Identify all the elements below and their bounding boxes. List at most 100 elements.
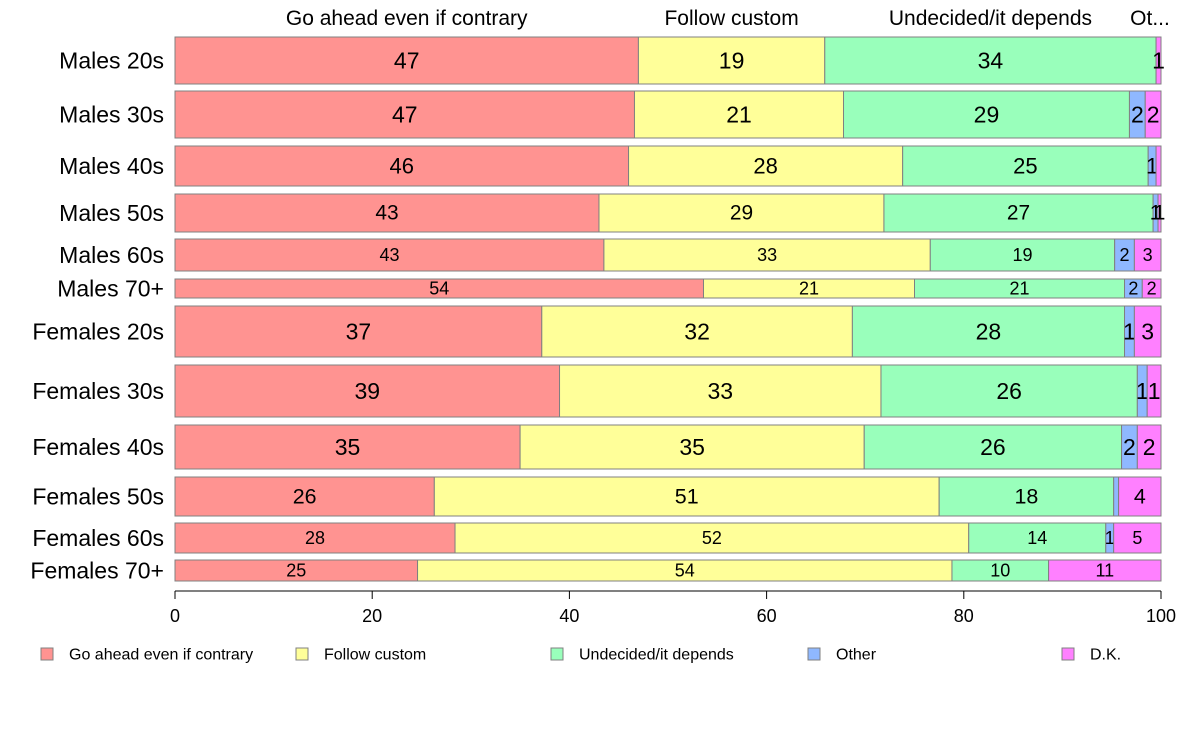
bar-segment-go-ahead-even-if-contrary bbox=[174, 36, 639, 85]
category-label: Males 50s bbox=[59, 200, 164, 226]
data-label: 2 bbox=[1143, 434, 1156, 460]
bar-segment-other bbox=[1113, 476, 1120, 517]
category-label: Females 30s bbox=[32, 378, 164, 404]
bar-segment-d-k bbox=[1141, 278, 1162, 299]
bar-segment-follow-custom bbox=[433, 476, 940, 517]
bar-segment-undecided-it-depends bbox=[880, 364, 1138, 418]
bar-segment-d-k bbox=[1118, 476, 1162, 517]
data-label: 3 bbox=[1141, 319, 1154, 345]
bar-segment-follow-custom bbox=[628, 145, 904, 187]
bar-segment-d-k bbox=[1113, 522, 1162, 554]
bar-segment-undecided-it-depends bbox=[863, 424, 1123, 470]
bar-segment-undecided-it-depends bbox=[851, 305, 1126, 358]
bar-segment-go-ahead-even-if-contrary bbox=[174, 522, 456, 554]
data-label: 5 bbox=[1132, 528, 1142, 548]
data-label: 33 bbox=[707, 378, 733, 404]
data-label: 39 bbox=[354, 378, 380, 404]
bar-segment-follow-custom bbox=[598, 193, 885, 233]
legend-swatch-undecided-it-depends bbox=[550, 647, 564, 661]
legend-swatch-follow-custom bbox=[295, 647, 309, 661]
category-label: Males 30s bbox=[59, 102, 164, 128]
category-label: Males 60s bbox=[59, 242, 164, 268]
bar-segment-follow-custom bbox=[637, 36, 826, 85]
data-label: 47 bbox=[394, 48, 420, 74]
data-label: 14 bbox=[1027, 528, 1047, 548]
data-label: 26 bbox=[980, 434, 1006, 460]
column-header: Follow custom bbox=[664, 7, 798, 30]
data-label: 46 bbox=[390, 154, 414, 179]
data-label: 2 bbox=[1147, 102, 1160, 128]
category-label: Females 40s bbox=[32, 434, 164, 460]
data-label: 4 bbox=[1134, 485, 1146, 509]
x-tick-label: 20 bbox=[362, 606, 382, 626]
data-label: 34 bbox=[978, 48, 1004, 74]
bar-segment-go-ahead-even-if-contrary bbox=[174, 305, 543, 358]
bar-segment-undecided-it-depends bbox=[824, 36, 1157, 85]
data-label: 52 bbox=[702, 528, 722, 548]
data-label: 29 bbox=[974, 102, 1000, 128]
legend-label: Follow custom bbox=[324, 647, 426, 664]
x-tick-label: 80 bbox=[954, 606, 974, 626]
data-label: 25 bbox=[286, 561, 306, 581]
data-label: 1 bbox=[1152, 48, 1165, 74]
category-label: Males 70+ bbox=[57, 276, 164, 302]
data-label: 27 bbox=[1007, 202, 1030, 225]
bar-segment-follow-custom bbox=[454, 522, 970, 554]
bar-segment-follow-custom bbox=[559, 364, 882, 418]
data-label: 2 bbox=[1147, 279, 1157, 299]
column-header: Ot... bbox=[1130, 7, 1170, 30]
bar-segment-d-k bbox=[1048, 559, 1162, 582]
bar-segment-undecided-it-depends bbox=[929, 238, 1116, 272]
data-label: 32 bbox=[684, 319, 710, 345]
column-headers: Go ahead even if contrary Follow custom Un… bbox=[286, 7, 1170, 30]
data-label: 1 bbox=[1136, 378, 1149, 404]
data-label: 28 bbox=[305, 528, 325, 548]
data-label: 35 bbox=[335, 434, 361, 460]
category-label: Males 20s bbox=[59, 48, 164, 74]
data-label: 1 bbox=[1150, 202, 1162, 225]
x-axis: 0 20 40 60 80 100 bbox=[170, 590, 1176, 626]
data-label: 1 bbox=[1146, 154, 1158, 179]
bar-segment-d-k bbox=[1144, 90, 1162, 139]
data-label: 10 bbox=[990, 561, 1010, 581]
column-header: Go ahead even if contrary bbox=[286, 7, 528, 30]
data-label: 51 bbox=[675, 485, 699, 509]
column-header: Undecided/it depends bbox=[889, 7, 1092, 30]
data-label: 21 bbox=[726, 102, 752, 128]
bar-segment-d-k bbox=[1155, 36, 1162, 85]
data-label: 1 bbox=[1123, 319, 1136, 345]
data-label: 2 bbox=[1128, 279, 1138, 299]
bar-segment-d-k bbox=[1155, 145, 1162, 187]
data-label: 19 bbox=[1012, 245, 1032, 265]
data-label: 33 bbox=[757, 245, 777, 265]
legend-label: Other bbox=[836, 647, 877, 664]
data-label: 35 bbox=[679, 434, 705, 460]
data-label: 1 bbox=[1148, 378, 1161, 404]
data-label: 21 bbox=[799, 279, 819, 299]
data-label: 2 bbox=[1120, 245, 1130, 265]
data-label: 11 bbox=[1095, 561, 1114, 581]
category-label: Females 50s bbox=[32, 484, 164, 510]
legend-label: Undecided/it depends bbox=[579, 647, 734, 664]
data-label: 2 bbox=[1123, 434, 1136, 460]
x-tick-label: 100 bbox=[1146, 606, 1176, 626]
category-label: Females 20s bbox=[32, 319, 164, 345]
data-label: 28 bbox=[753, 154, 777, 179]
bar-segment-d-k bbox=[1136, 424, 1162, 470]
data-label: 54 bbox=[675, 561, 695, 581]
data-label: 28 bbox=[976, 319, 1002, 345]
category-label: Males 40s bbox=[59, 153, 164, 179]
legend-swatch-go-ahead-even-if-contrary bbox=[40, 647, 54, 661]
data-label: 43 bbox=[375, 202, 398, 225]
data-label: 21 bbox=[1009, 279, 1029, 299]
legend: Go ahead even if contrary Follow custom Un… bbox=[40, 647, 1121, 664]
data-label: 26 bbox=[293, 485, 317, 509]
data-label: 29 bbox=[730, 202, 753, 225]
data-label: 2 bbox=[1131, 102, 1144, 128]
x-tick-label: 40 bbox=[559, 606, 579, 626]
bar-segment-follow-custom bbox=[633, 90, 845, 139]
bar-segment-d-k bbox=[1157, 193, 1162, 233]
data-label: 25 bbox=[1013, 154, 1037, 179]
bar-segment-d-k bbox=[1133, 238, 1162, 272]
